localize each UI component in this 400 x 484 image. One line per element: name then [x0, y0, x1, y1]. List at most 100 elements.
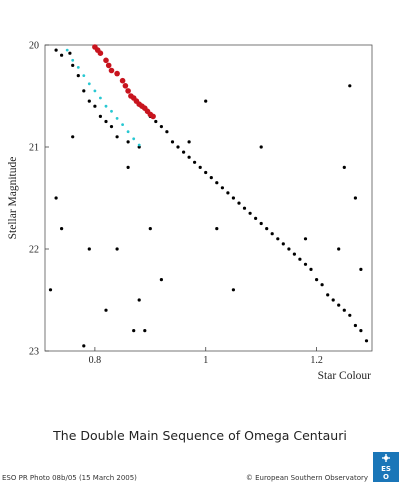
data-point-s0-76 — [259, 145, 263, 149]
data-point-s2-10 — [121, 123, 124, 126]
data-point-s1-3 — [103, 57, 109, 64]
data-point-s2-12 — [132, 137, 136, 141]
data-point-s0-38 — [281, 242, 285, 246]
data-point-s0-35 — [265, 227, 269, 231]
data-point-s0-54 — [48, 288, 53, 292]
data-point-s0-10 — [109, 125, 114, 129]
data-point-s0-43 — [309, 267, 313, 271]
data-point-s0-0 — [54, 48, 58, 52]
data-point-s0-42 — [303, 262, 308, 266]
data-point-s0-13 — [137, 145, 141, 149]
x-axis-label: Star Colour — [318, 370, 372, 382]
x-tick-label-1: 1 — [203, 355, 208, 366]
data-point-s1-18 — [150, 113, 156, 120]
data-point-s0-51 — [353, 323, 357, 328]
data-point-s0-67 — [159, 278, 163, 282]
data-point-s0-60 — [104, 308, 108, 312]
data-point-s0-64 — [137, 298, 141, 302]
data-point-s0-41 — [298, 257, 302, 261]
data-point-s0-16 — [159, 125, 163, 129]
data-point-s2-1 — [71, 58, 75, 62]
data-point-s0-73 — [359, 267, 363, 271]
data-point-s0-24 — [204, 170, 208, 175]
data-point-s0-3 — [71, 63, 75, 67]
data-point-s0-8 — [98, 114, 102, 118]
data-point-s0-36 — [270, 232, 274, 236]
data-point-s1-7 — [119, 77, 126, 84]
data-point-s0-55 — [54, 196, 58, 200]
data-point-s0-1 — [60, 53, 64, 57]
data-point-s0-29 — [231, 196, 235, 200]
data-point-s0-30 — [237, 201, 241, 205]
data-point-s0-12 — [126, 140, 130, 144]
data-point-s0-40 — [292, 252, 296, 256]
data-point-s0-31 — [242, 206, 247, 210]
y-tick-label-3: 23 — [29, 347, 39, 358]
data-point-s0-50 — [348, 313, 352, 317]
data-point-s0-17 — [165, 130, 169, 134]
data-point-s0-19 — [176, 145, 180, 149]
figure-caption: The Double Main Sequence of Omega Centau… — [53, 428, 347, 443]
data-point-s0-56 — [60, 227, 64, 231]
y-tick-label-0: 20 — [29, 41, 39, 52]
data-point-s0-62 — [126, 165, 130, 169]
data-point-s2-3 — [82, 74, 86, 77]
data-point-s0-72 — [353, 196, 357, 200]
data-point-s0-26 — [215, 181, 219, 185]
eso-logo: ES O — [373, 452, 399, 482]
data-point-s0-74 — [215, 227, 219, 231]
data-point-s0-44 — [315, 278, 319, 282]
data-point-s0-20 — [182, 150, 186, 154]
data-point-s1-5 — [108, 67, 115, 74]
data-point-s0-52 — [359, 329, 363, 333]
data-point-s1-2 — [97, 50, 104, 56]
copyright-notice: © European Southern Observatory — [245, 474, 368, 482]
plot-frame — [44, 44, 373, 352]
data-point-s0-33 — [254, 216, 258, 220]
data-point-s0-70 — [342, 165, 346, 169]
data-point-s2-0 — [65, 48, 69, 52]
data-point-s0-23 — [198, 165, 202, 169]
y-tick-label-1: 21 — [29, 143, 39, 154]
data-point-s1-6 — [114, 70, 120, 77]
data-point-s0-57 — [71, 135, 75, 139]
data-point-s0-66 — [148, 227, 152, 231]
y-tick-label-2: 22 — [29, 245, 39, 256]
data-point-s0-22 — [193, 160, 197, 164]
data-point-s0-48 — [337, 303, 341, 307]
data-point-s0-21 — [187, 155, 191, 159]
data-point-s0-4 — [76, 74, 80, 78]
x-tick-label-2: 1.2 — [310, 355, 323, 366]
data-point-s0-75 — [231, 288, 235, 292]
data-point-s0-6 — [87, 99, 91, 103]
data-point-s0-25 — [209, 176, 213, 180]
data-point-s0-63 — [132, 329, 136, 333]
data-point-s0-77 — [187, 140, 191, 144]
data-point-s0-28 — [226, 191, 230, 195]
data-point-s2-7 — [104, 104, 108, 108]
data-point-s0-2 — [68, 51, 72, 55]
x-tick-label-0: 0.8 — [89, 355, 102, 366]
data-point-s0-78 — [204, 99, 208, 103]
data-point-s0-27 — [220, 186, 224, 190]
data-point-s0-53 — [364, 339, 369, 343]
data-point-s1-8 — [122, 83, 129, 89]
data-point-s0-71 — [348, 84, 352, 88]
data-point-s2-8 — [110, 109, 113, 113]
data-point-s0-61 — [115, 247, 119, 251]
svg-text:ES: ES — [381, 465, 391, 473]
data-point-s0-45 — [320, 283, 324, 287]
axis-ticks: 0.8 1 1.2 20 21 22 23 — [29, 41, 323, 367]
data-points — [48, 44, 369, 348]
data-point-s0-59 — [87, 247, 91, 251]
data-point-s2-4 — [87, 82, 91, 86]
data-point-s0-9 — [104, 119, 108, 124]
data-point-s0-18 — [170, 140, 175, 144]
data-point-s0-69 — [337, 247, 341, 251]
eso-logo-icon: ES O — [381, 454, 391, 481]
data-point-s2-11 — [126, 130, 130, 134]
data-point-s1-4 — [105, 62, 112, 69]
data-point-s0-68 — [303, 237, 308, 241]
data-point-s1-9 — [125, 88, 131, 94]
data-point-s2-2 — [76, 66, 80, 69]
